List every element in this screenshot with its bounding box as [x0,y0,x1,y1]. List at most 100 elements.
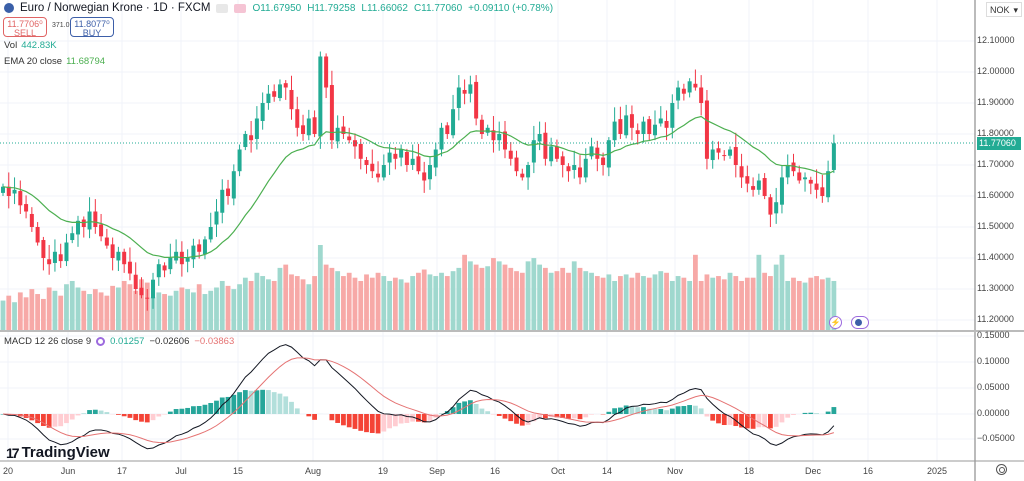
macd-hist-bar [831,407,837,414]
candle-up [1,186,5,193]
macd-hist-bar [681,406,687,414]
candle-up [803,177,808,180]
volume-bar [248,280,254,330]
candle-down [312,117,317,134]
symbol-title[interactable]: Euro / Norwegian Krone · 1D · FXCM [20,2,211,14]
candle-up [335,127,340,142]
macd-hist-bar [779,414,785,423]
candle-down [595,147,600,159]
macd-value: −0.02606 [149,336,190,347]
macd-hist-bar [208,403,214,414]
ohlc-high: H11.79258 [307,2,356,14]
candle-down [139,287,144,296]
candle-up [237,149,242,172]
candle-up [439,127,444,150]
brand-name: TradingView [21,444,110,461]
macd-hist-bar [191,406,196,414]
volume-bar [185,289,191,330]
candle-down [272,91,277,97]
volume-bar [589,272,594,330]
settings-gear-icon[interactable] [996,464,1007,475]
candle-up [583,158,588,178]
time-tick: 14 [601,466,613,476]
vol-value: 442.83K [21,40,57,51]
macd-hist-bar [202,404,208,414]
scroll-toggle-icon[interactable] [851,316,869,329]
macd-hist-bar [617,407,623,414]
candle-down [329,85,334,141]
symbol-header: Euro / Norwegian Krone · 1D · FXCM O11.6… [4,2,553,14]
volume-bar [594,276,600,330]
candle-down [814,183,819,190]
volume-bar [750,277,756,330]
macd-hist-bar [139,414,144,422]
macd-hist-bar [473,403,479,414]
candle-up [497,134,502,141]
candle-up [537,134,542,142]
volume-bar [710,277,716,330]
candle-up [399,149,404,158]
macd-hist-bar [283,396,289,414]
price-tick: 11.50000 [977,221,1014,231]
volume-bar [341,276,346,330]
buy-button[interactable]: 11.8077⁰ BUY [70,17,114,38]
macd-label: MACD 12 26 close 9 [4,336,92,347]
volume-bar [87,294,92,330]
candle-up [64,242,69,262]
volume-bar [462,254,467,330]
collapse-icon[interactable] [216,3,229,13]
candle-down [18,191,23,206]
volume-bar [312,276,317,330]
sell-price: 11.7706⁰ [7,19,43,29]
lightning-icon[interactable]: ⚡ [829,316,842,329]
candle-down [762,178,767,196]
spread: 371.0 [52,22,70,29]
ema-legend[interactable]: EMA 20 close 11.68794 [4,56,105,67]
volume-legend[interactable]: Vol 442.83K [4,40,57,51]
macd-tick: 0.15000 [977,330,1010,340]
macd-hist-bar [485,411,491,414]
candle-up [306,118,311,136]
volume-bar [508,267,514,330]
price-tick: 11.80000 [977,128,1014,138]
macd-hist-bar [531,414,537,422]
macd-hist-bar [46,414,52,428]
macd-hist-bar [58,414,64,427]
macd-line [2,344,835,450]
time-tick: 16 [489,466,501,476]
macd-legend[interactable]: MACD 12 26 close 9 0.01257 −0.02606 −0.0… [4,336,234,347]
candle-up [168,258,173,270]
volume-bar [467,261,473,330]
candle-down [560,156,565,165]
volume-bar [537,264,543,330]
macd-hist-bar [629,405,635,414]
volume-bar [450,271,456,330]
candle-up [318,56,323,137]
currency-select[interactable]: NOK ▾ [986,2,1022,17]
macd-hist-bar [410,414,416,422]
volume-bar [733,276,739,330]
volume-bar [502,264,508,330]
volume-bar [214,287,219,330]
macd-hist-bar [387,414,392,429]
candle-up [826,171,831,198]
tradingview-logo[interactable]: 17 TradingView [6,444,110,461]
macd-hist-bar [346,414,352,428]
price-tick: 12.00000 [977,66,1015,76]
volume-bar [768,276,773,330]
macd-hist-bar [381,414,387,432]
candle-down [629,114,634,128]
alert-icon[interactable] [234,3,247,13]
volume-bar [744,277,750,330]
sell-button[interactable]: 11.7706⁰ SELL [3,17,47,38]
time-tick: 2025 [926,466,948,476]
candle-down [554,146,559,159]
volume-bar [583,271,589,330]
volume-bar [825,277,831,330]
volume-bar [698,280,704,330]
candle-down [347,136,352,141]
ema-value: 11.68794 [66,56,106,67]
volume-bar [514,271,519,330]
time-tick: 20 [2,466,14,476]
